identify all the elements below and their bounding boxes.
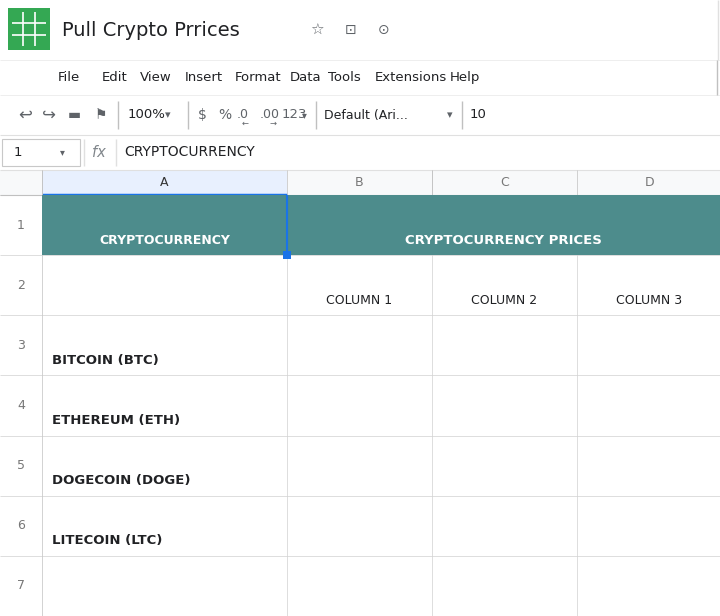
Text: 2: 2 [17, 278, 25, 292]
Text: fx: fx [92, 145, 106, 160]
Text: File: File [58, 71, 80, 84]
Text: 100%: 100% [128, 108, 166, 121]
Bar [0, 375, 720, 436]
Bar [2, 139, 80, 166]
Text: 4: 4 [17, 399, 25, 412]
Text: Edit: Edit [102, 71, 127, 84]
Text: 6: 6 [17, 519, 25, 532]
Text: ETHEREUM (ETH): ETHEREUM (ETH) [52, 414, 180, 427]
Bar [0, 60, 720, 95]
Text: ←: ← [242, 118, 249, 128]
Bar [8, 8, 50, 50]
Bar [0, 195, 720, 255]
Text: LITECOIN (LTC): LITECOIN (LTC) [52, 534, 163, 548]
Text: COLUMN 2: COLUMN 2 [472, 294, 538, 307]
Text: View: View [140, 71, 172, 84]
Bar [0, 255, 720, 315]
Bar [0, 170, 42, 195]
Bar [0, 496, 720, 556]
Bar [283, 251, 291, 259]
Text: 3: 3 [17, 339, 25, 352]
Text: Default (Ari...: Default (Ari... [324, 108, 408, 121]
Bar [0, 135, 720, 170]
Text: ▾: ▾ [165, 110, 171, 120]
Text: A: A [161, 176, 168, 189]
Text: ▾: ▾ [447, 110, 453, 120]
Text: Tools: Tools [328, 71, 361, 84]
Text: B: B [355, 176, 364, 189]
Text: ▬: ▬ [68, 108, 81, 122]
Text: ☆: ☆ [310, 23, 323, 38]
Text: ⊙: ⊙ [378, 23, 390, 37]
Text: ⚑: ⚑ [95, 108, 107, 122]
Bar [0, 170, 720, 195]
Text: Extensions: Extensions [375, 71, 447, 84]
Text: 5: 5 [17, 459, 25, 472]
Text: BITCOIN (BTC): BITCOIN (BTC) [52, 354, 158, 367]
Text: .0: .0 [237, 108, 249, 121]
Text: Help: Help [450, 71, 480, 84]
Text: Pull Crypto Prrices: Pull Crypto Prrices [62, 20, 240, 39]
Bar [0, 315, 720, 375]
Bar [42, 170, 287, 195]
Text: .00: .00 [260, 108, 280, 121]
Bar [0, 556, 720, 616]
Text: $: $ [198, 108, 207, 122]
Text: C: C [500, 176, 509, 189]
Text: D: D [644, 176, 654, 189]
Text: ↪: ↪ [42, 106, 56, 124]
Text: Format: Format [235, 71, 282, 84]
Bar [0, 0, 720, 60]
Bar [42, 195, 720, 255]
Text: CRYPTOCURRENCY: CRYPTOCURRENCY [124, 145, 255, 160]
Text: 10: 10 [470, 108, 487, 121]
Text: DOGECOIN (DOGE): DOGECOIN (DOGE) [52, 474, 191, 487]
Text: ↩: ↩ [18, 106, 32, 124]
Text: COLUMN 3: COLUMN 3 [616, 294, 683, 307]
Bar [0, 436, 720, 496]
Text: CRYPTOCURRENCY PRICES: CRYPTOCURRENCY PRICES [405, 233, 602, 246]
Text: CRYPTOCURRENCY: CRYPTOCURRENCY [99, 233, 230, 246]
Text: %: % [218, 108, 231, 122]
Text: COLUMN 1: COLUMN 1 [326, 294, 392, 307]
Text: Insert: Insert [185, 71, 223, 84]
Text: ▾: ▾ [60, 147, 65, 158]
Bar [0, 95, 720, 135]
Text: 1: 1 [17, 219, 25, 232]
Text: 7: 7 [17, 580, 25, 593]
Text: 1: 1 [14, 146, 22, 159]
Text: 123: 123 [282, 108, 307, 121]
Text: Data: Data [290, 71, 322, 84]
Text: ▾: ▾ [302, 110, 307, 120]
Text: →: → [269, 118, 276, 128]
Text: ⊡: ⊡ [345, 23, 356, 37]
